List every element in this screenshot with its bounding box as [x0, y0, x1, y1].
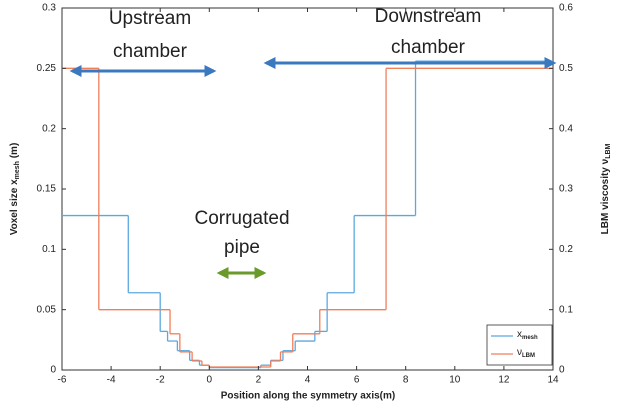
x-tick-label: 14	[547, 375, 559, 386]
legend-label-part: mesh	[522, 335, 538, 341]
x-tick-label: -6	[58, 375, 67, 386]
y2-tick-label: 0.3	[559, 184, 573, 195]
label-part: LBM viscosity ν	[600, 158, 611, 234]
y-axis-label: Voxel size xmesh (m)	[9, 143, 21, 236]
legend-label: νLBM	[517, 347, 535, 359]
annotation: pipe	[224, 237, 260, 258]
y-tick-label: 0.15	[37, 184, 57, 195]
y-tick-label: 0.05	[37, 304, 57, 315]
x-tick-label: 12	[498, 375, 510, 386]
y-tick-label: 0	[50, 365, 56, 376]
legend-label: xmesh	[517, 329, 538, 341]
y-tick-label: 0.3	[42, 3, 56, 14]
y2-tick-label: 0.6	[559, 3, 573, 14]
label-part: mesh	[14, 161, 21, 179]
x-tick-label: 4	[305, 375, 311, 386]
legend	[486, 324, 553, 366]
x-tick-label: -2	[156, 375, 165, 386]
legend-label-part: ν	[517, 347, 522, 358]
y-tick-label: 0.1	[42, 244, 56, 255]
label-part: LBM	[605, 143, 612, 158]
y2-tick-label: 0.2	[559, 244, 573, 255]
label-part: Voxel size x	[9, 179, 20, 235]
plot-area	[62, 60, 553, 369]
x-tick-label: 6	[354, 375, 360, 386]
annotation: chamber	[391, 37, 466, 58]
legend-label-part: LBM	[522, 353, 535, 359]
x-tick-label: 0	[207, 375, 213, 386]
y2-axis-label: LBM viscosity νLBM	[600, 143, 612, 234]
legend-label-part: x	[517, 329, 522, 340]
annotation: Upstream	[109, 8, 191, 29]
x-tick-label: 10	[449, 375, 461, 386]
x-tick-label: 8	[403, 375, 409, 386]
annotation: Downstream	[375, 6, 482, 27]
annotation: chamber	[113, 41, 188, 62]
x-tick-label: 2	[256, 375, 262, 386]
label-part: (m)	[9, 143, 20, 161]
y2-tick-label: 0	[559, 365, 565, 376]
y-tick-label: 0.25	[37, 63, 57, 74]
y2-tick-label: 0.5	[559, 63, 573, 74]
x-axis-label: Position along the symmetry axis(m)	[221, 391, 396, 402]
annotation: Corrugated	[194, 208, 289, 229]
y2-tick-label: 0.1	[559, 304, 573, 315]
y2-tick-label: 0.4	[559, 123, 573, 134]
y-tick-label: 0.2	[42, 123, 56, 134]
x-tick-label: -4	[107, 375, 116, 386]
